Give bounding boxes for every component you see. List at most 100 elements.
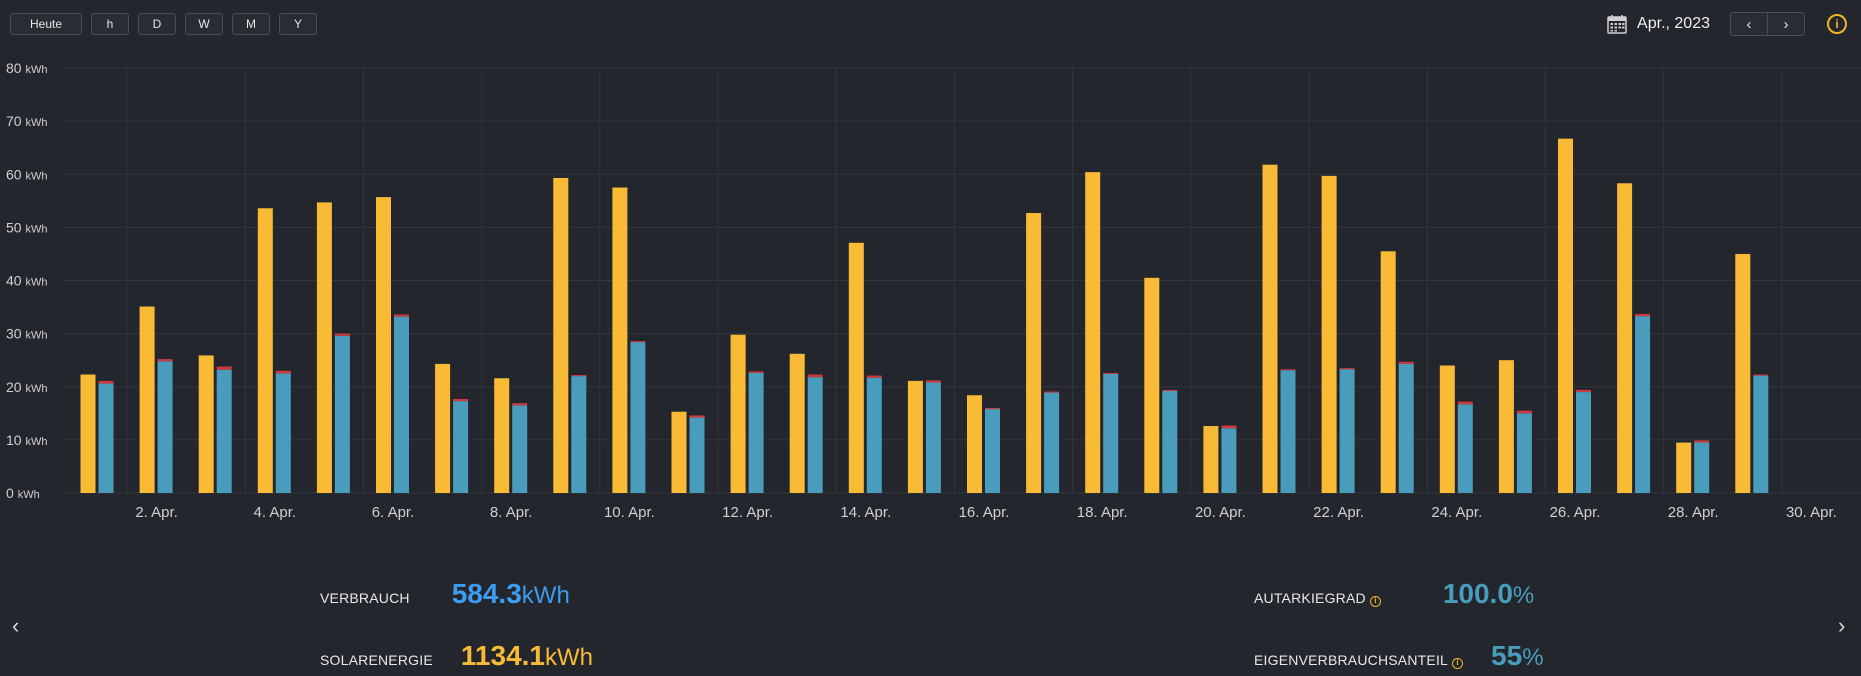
consumption-bar xyxy=(1398,363,1414,493)
solar-summary: SOLARENERGIE 1134.1 kWh xyxy=(320,640,593,672)
next-period-button[interactable]: › xyxy=(1767,13,1804,35)
consumption-bar xyxy=(98,383,114,493)
x-tick-label: 2. Apr. xyxy=(135,504,178,521)
grid-bar xyxy=(1753,374,1769,376)
solar-bar xyxy=(198,355,214,493)
grid-bar xyxy=(866,375,882,378)
grid-bar xyxy=(925,380,941,383)
grid-bar xyxy=(1339,368,1355,370)
consumption-bar xyxy=(985,409,1000,493)
consumption-bar xyxy=(1339,369,1355,493)
y-tick-label: 10 kWh xyxy=(6,432,47,448)
period-label: Apr., 2023 xyxy=(1637,15,1710,32)
solar-unit: kWh xyxy=(545,644,593,671)
consumption-bar xyxy=(1576,392,1591,493)
x-tick-label: 20. Apr. xyxy=(1195,504,1246,521)
grid-bar xyxy=(985,408,1000,410)
solar-bar xyxy=(612,187,628,493)
week-button[interactable]: W xyxy=(185,13,223,35)
month-button[interactable]: M xyxy=(232,13,270,35)
consumption-bar xyxy=(334,335,350,493)
consumption-bar xyxy=(1221,428,1237,493)
x-tick-label: 12. Apr. xyxy=(722,504,773,521)
grid-bar xyxy=(453,398,469,402)
solar-bar xyxy=(1380,251,1396,493)
consumption-bar xyxy=(1694,442,1710,493)
verbrauch-unit: kWh xyxy=(521,582,570,609)
solar-bar xyxy=(257,208,273,493)
autarkie-info-icon[interactable]: i xyxy=(1369,596,1381,607)
hour-button[interactable]: h xyxy=(91,13,129,35)
chevron-left-icon[interactable]: ‹ xyxy=(12,613,20,638)
solar-bar xyxy=(435,363,451,493)
solar-bar xyxy=(139,306,155,493)
x-tick-label: 14. Apr. xyxy=(840,504,891,521)
grid-bar xyxy=(748,371,764,373)
x-tick-label: 26. Apr. xyxy=(1550,504,1601,521)
solar-bar xyxy=(1026,213,1042,493)
consumption-bar xyxy=(571,376,587,493)
chevron-right-icon[interactable]: › xyxy=(1838,613,1846,638)
solar-bar xyxy=(1439,365,1455,493)
grid-bar xyxy=(394,314,409,317)
consumption-bar xyxy=(1635,316,1651,493)
eigenverbrauch-label: EIGENVERBRAUCHSANTEIL xyxy=(1254,652,1449,668)
year-button[interactable]: Y xyxy=(279,13,317,35)
x-tick-label: 24. Apr. xyxy=(1431,504,1482,521)
grid-bar xyxy=(807,374,823,378)
y-tick-label: 40 kWh xyxy=(6,273,47,289)
consumption-bar xyxy=(1753,375,1769,493)
solar-bar xyxy=(1085,172,1101,493)
consumption-bar xyxy=(394,316,409,493)
consumption-bar xyxy=(1103,374,1119,493)
day-button[interactable]: D xyxy=(138,13,176,35)
consumption-bar xyxy=(453,401,469,493)
period-selector: Apr., 2023 ‹ › i xyxy=(1607,12,1847,36)
grid-bar xyxy=(275,370,291,374)
solar-bar xyxy=(1262,164,1278,493)
consumption-bar xyxy=(1516,413,1532,493)
autarkie-summary: AUTARKIEGRAD i 100.0 % xyxy=(1254,578,1534,610)
y-tick-label: 60 kWh xyxy=(6,166,47,182)
solar-value: 1134.1 xyxy=(460,640,545,671)
x-tick-label: 6. Apr. xyxy=(372,504,415,521)
x-tick-label: 8. Apr. xyxy=(490,504,533,521)
eigenverbrauch-unit: % xyxy=(1522,644,1544,671)
grid-bar xyxy=(216,366,232,370)
grid-bar xyxy=(334,333,350,336)
solar-bar xyxy=(376,197,391,493)
calendar-icon[interactable] xyxy=(1607,14,1627,34)
solar-label: SOLARENERGIE xyxy=(320,652,433,668)
solar-bar xyxy=(789,353,805,493)
grid-bar xyxy=(1576,389,1591,393)
x-tick-label: 4. Apr. xyxy=(254,504,297,521)
consumption-bar xyxy=(1457,404,1473,493)
consumption-bar xyxy=(157,361,173,493)
verbrauch-label: VERBRAUCH xyxy=(320,590,410,606)
grid-bar xyxy=(98,380,114,384)
eigenverbrauch-summary: EIGENVERBRAUCHSANTEIL i 55 % xyxy=(1254,640,1544,672)
grid-bar xyxy=(1162,389,1178,391)
y-tick-label: 50 kWh xyxy=(6,219,47,235)
y-tick-label: 70 kWh xyxy=(6,113,47,129)
autarkie-value: 100.0 xyxy=(1442,578,1513,609)
solar-bar xyxy=(848,242,864,493)
grid-bar xyxy=(1044,391,1060,393)
previous-period-button[interactable]: ‹ xyxy=(1731,13,1767,35)
solar-bar xyxy=(1321,175,1337,493)
y-tick-label: 80 kWh xyxy=(6,60,47,76)
consumption-bar xyxy=(1162,391,1178,493)
verbrauch-value: 584.3 xyxy=(451,578,522,609)
consumption-bar xyxy=(275,373,291,493)
grid-bar xyxy=(630,341,646,343)
grid-bar xyxy=(1635,313,1651,317)
y-tick-label: 0 kWh xyxy=(6,485,40,501)
info-icon[interactable]: i xyxy=(1827,14,1847,34)
energy-bar-chart: 0 kWh 10 kWh 20 kWh 30 kWh 40 kWh 50 kWh 60 kW… xyxy=(6,60,1861,521)
today-button[interactable]: Heute xyxy=(10,13,82,35)
grid-bar xyxy=(512,403,528,406)
eigenverbrauch-info-icon[interactable]: i xyxy=(1452,658,1464,669)
solar-bar xyxy=(1558,138,1573,493)
solar-bar xyxy=(1735,253,1751,493)
